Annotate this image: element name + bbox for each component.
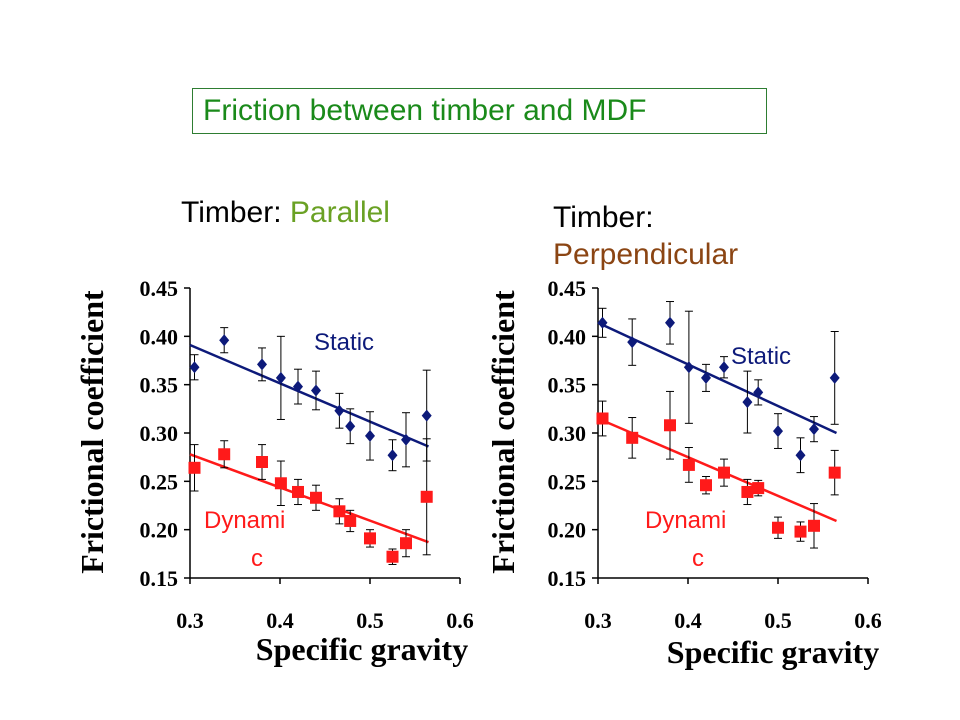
- panel1-static-point: [809, 423, 819, 436]
- panel0-y-tick-label: 0.30: [140, 421, 179, 446]
- panel0-static-point: [219, 334, 230, 347]
- panel1-static-label: Static: [731, 343, 791, 370]
- panel0-x-tick-label: 0.6: [446, 608, 474, 633]
- panel0-static-point: [345, 420, 356, 433]
- panel0-y-tick-label: 0.20: [140, 518, 179, 543]
- panel0-x-tick-label: 0.3: [176, 608, 204, 633]
- panel1-y-tick-label: 0.25: [548, 469, 587, 494]
- panel1-y-tick-label: 0.20: [548, 518, 587, 543]
- panel1-x-tick-label: 0.5: [764, 608, 792, 633]
- panel0-static-point: [401, 433, 411, 446]
- panel1-static-point: [719, 361, 729, 374]
- panel1-dynamic-point: [718, 466, 730, 479]
- panel1-dynamic-point: [596, 412, 609, 425]
- panel-right-subtitle: Timber:: [553, 196, 654, 240]
- panel0-dynamic-point: [256, 456, 268, 468]
- panel0-static-point: [257, 358, 267, 371]
- panel1-static-point: [665, 316, 675, 329]
- panel0-dynamic-point: [292, 485, 304, 498]
- panel0-dynamic-point: [274, 477, 287, 490]
- panel1-y-tick-label: 0.40: [548, 324, 587, 349]
- panel0-static-fit-line: [189, 343, 429, 448]
- panel0-x-tick-label: 0.4: [266, 608, 294, 633]
- panel1-y-tick-label: 0.45: [548, 276, 587, 301]
- panel1-dynamic-point: [808, 519, 820, 532]
- panel1-dynamic-point: [626, 431, 639, 444]
- panel0-y-tick-label: 0.25: [140, 469, 179, 494]
- panel0-dynamic-point: [218, 448, 231, 461]
- panel0-x-axis-title: Specific gravity: [256, 631, 468, 667]
- panel-right-prefix: Timber:: [553, 201, 654, 234]
- panel1-static-point: [795, 449, 806, 462]
- panel0-static-point: [387, 449, 398, 462]
- panel0-dynamic-point: [344, 514, 357, 527]
- panel0-dynamic-label-line1: Dynami: [204, 507, 285, 534]
- panel1-x-tick-label: 0.6: [854, 608, 882, 633]
- panel0-static-point: [365, 429, 375, 442]
- panel1-static-point: [829, 371, 840, 384]
- panel0-static-point: [189, 361, 200, 374]
- panel1-x-tick-label: 0.3: [584, 608, 612, 633]
- panel0-dynamic-fit-line: [189, 453, 429, 544]
- panel1-y-axis-title: Frictional coefficient: [485, 290, 521, 574]
- panel0-dynamic-point: [364, 532, 376, 545]
- panel0-y-tick-label: 0.40: [140, 324, 179, 349]
- panel1-static-fit-line: [597, 321, 838, 435]
- panel0-dynamic-point: [310, 491, 322, 504]
- panel1-dynamic-point: [682, 458, 695, 471]
- panel0-dynamic-point: [386, 550, 399, 563]
- panel0-static-point: [293, 380, 303, 393]
- panel0-static-point: [311, 384, 321, 397]
- panel1-x-axis-title: Specific gravity: [667, 634, 879, 670]
- panel1-static-point: [753, 386, 764, 399]
- panel1-static-point: [742, 396, 753, 409]
- panel0-dynamic-point: [333, 505, 346, 518]
- panel1-dynamic-point: [700, 479, 712, 492]
- panel1-dynamic-label-line1: Dynami: [645, 507, 726, 534]
- panel0-x-tick-label: 0.5: [356, 608, 384, 633]
- figure-title: Friction between timber and MDF: [192, 88, 767, 134]
- panel0-static-label: Static: [314, 329, 374, 356]
- panel1-dynamic-point: [741, 485, 754, 498]
- panel0-static-point: [275, 371, 286, 384]
- panel-left-subtitle: Timber: Parallel: [181, 196, 390, 230]
- panel1-static-point: [627, 336, 638, 349]
- panel1-static-point: [773, 425, 783, 438]
- panel1-y-tick-label: 0.15: [548, 566, 587, 591]
- panel1-dynamic-point: [664, 419, 676, 432]
- panel1-dynamic-point: [772, 521, 784, 534]
- panel1-dynamic-point: [794, 525, 807, 538]
- panel0-y-tick-label: 0.15: [140, 566, 179, 591]
- panel1-y-tick-label: 0.35: [548, 373, 587, 398]
- panel-right-orientation: Perpendicular: [553, 240, 739, 270]
- panel1-dynamic-point: [828, 466, 841, 479]
- panel0-dynamic-point: [420, 490, 433, 503]
- panel-right-orientation-clip: Perpendicular: [553, 240, 813, 270]
- panel-left-orientation: Parallel: [289, 196, 390, 229]
- panel1-static-point: [701, 371, 711, 384]
- panel0-dynamic-point: [400, 537, 412, 550]
- panel0-y-tick-label: 0.35: [140, 373, 179, 398]
- panel1-dynamic-label-line2: c: [692, 545, 704, 572]
- panel1-dynamic-point: [752, 482, 765, 495]
- panel1-static-point: [683, 361, 694, 374]
- panel0-static-point: [334, 404, 345, 417]
- panel0-dynamic-label-line2: c: [251, 545, 263, 572]
- panel0-y-tick-label: 0.45: [140, 276, 179, 301]
- panel1-x-tick-label: 0.4: [674, 608, 702, 633]
- panel0-y-axis-title: Frictional coefficient: [74, 290, 110, 574]
- panel0-static-point: [421, 409, 432, 422]
- panel0-dynamic-point: [188, 461, 201, 474]
- panel-left-prefix: Timber:: [181, 196, 290, 229]
- panel1-y-tick-label: 0.30: [548, 421, 587, 446]
- panel1-static-point: [597, 316, 608, 329]
